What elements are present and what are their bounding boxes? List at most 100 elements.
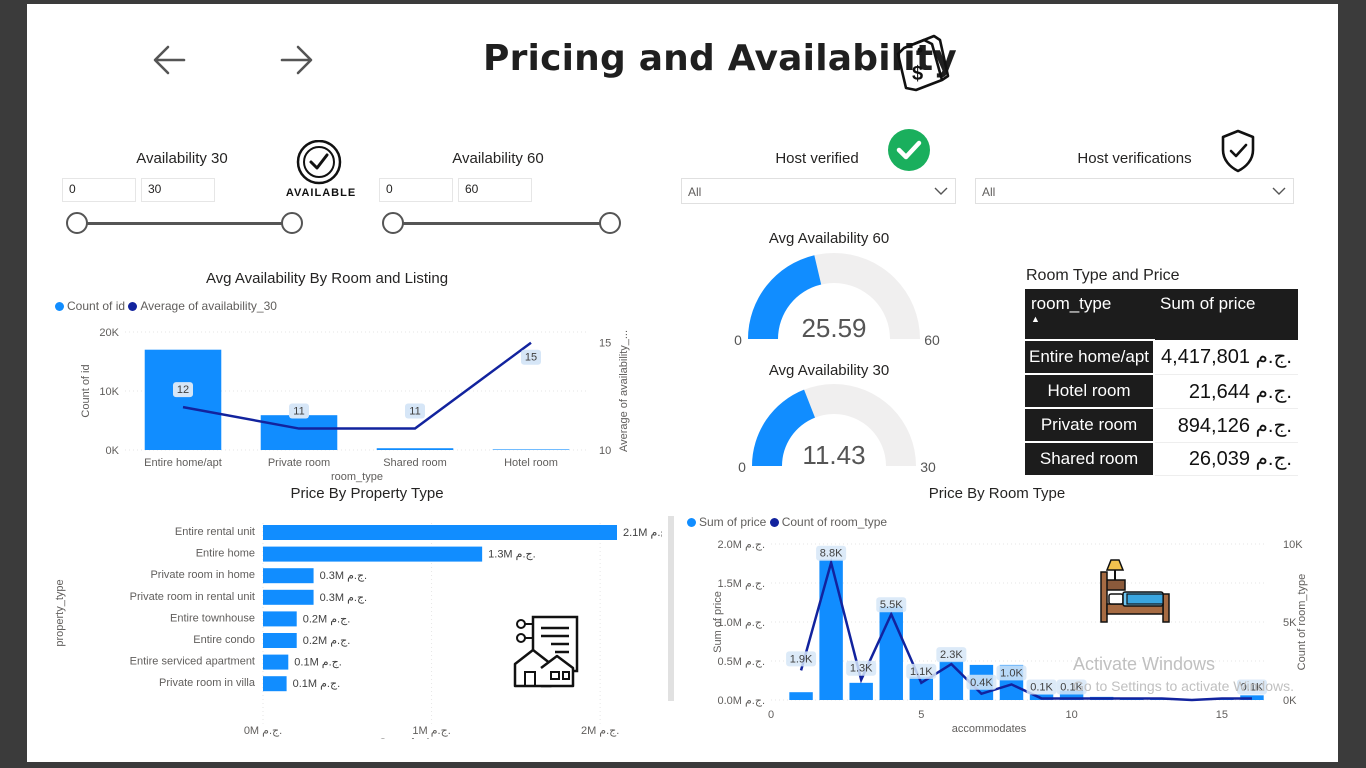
data-label: 0.1M ج.م. [293,678,341,690]
column-header-sum-of-price[interactable]: Sum of price [1154,289,1298,340]
data-label: 5.5K [880,599,903,611]
gauge-value: 25.59 [801,313,866,343]
y-tick-label: Private room in home [150,569,255,581]
bar-count-of-id [376,448,454,450]
availability-30-max-input[interactable]: 30 [141,178,215,202]
data-label: 2.1M ج.م. [623,527,662,539]
host-verified-dropdown[interactable]: All [681,178,956,204]
data-label-bg [521,349,541,365]
gauge-max: 60 [924,332,940,348]
cell-room-type: Hotel room [1025,373,1156,408]
y-tick-label: 1.0M ج.م. [717,617,765,629]
data-label: 1.3K [850,663,873,675]
gauge-avg-availability-60[interactable]: 25.59 0 60 [717,244,947,354]
x-tick-label: 10 [1065,709,1077,721]
chart-price-by-room-type[interactable]: 0.0M ج.م. 0.5M ج.م. 1.0M ج.م. 1.5M ج.م. 2.0M… [677,532,1317,742]
bar-sum-of-price [263,676,287,692]
data-label-bg [786,651,817,667]
x-axis-title: room_type [331,471,383,483]
host-verifications-dropdown[interactable]: All [975,178,1294,204]
host-verifications-label: Host verifications [1077,150,1192,167]
arrow-right-icon[interactable] [279,44,315,76]
legend-item-count-room[interactable]: Count of room_type [769,515,887,529]
bar-sum-of-price [939,661,964,700]
availability-60-min-input[interactable]: 0 [379,178,453,202]
bar-sum-of-price [263,568,314,584]
y-tick-label: Entire serviced apartment [130,656,255,668]
data-label-bg [816,545,847,561]
gauge-fill [752,389,816,466]
data-label: 1.0K [1000,667,1023,679]
availability-60-slider-track[interactable] [393,222,610,225]
room-type-price-table: room_type ▲ Sum of price Entire home/apt 4,4… [1025,289,1298,476]
bar-sum-of-price [819,559,843,700]
availability-30-slider-track[interactable] [77,222,292,225]
y-axis-title: property_type [54,579,66,646]
svg-text:$: $ [912,63,923,85]
chart-availability[interactable]: 0K 10K 20K 10 15 Entire home/apt Private room S… [47,314,647,486]
bar-sum-of-price [263,525,617,540]
room-table-title: Room Type and Price [1026,267,1180,284]
table-row[interactable]: Hotel room 21,644 ج.م. [1025,373,1298,409]
availability-30-max-handle[interactable] [281,212,303,234]
legend-item-count[interactable]: Count of id [55,299,125,313]
line-average-availability [182,341,532,430]
y-tick-label: Entire home [196,548,255,560]
arrow-left-icon[interactable] [151,44,187,76]
data-label-bg [936,647,967,663]
availability-30-min-handle[interactable] [66,212,88,234]
chart-scrollbar[interactable] [668,516,674,701]
x-tick-label: Private room [268,457,330,469]
data-label: 11 [293,406,304,418]
y-tick-label: 0K [106,445,120,457]
y-tick-label: 1.5M ج.م. [717,578,765,590]
host-verifications-value: All [982,185,996,199]
table-row[interactable]: Entire home/apt 4,417,801 ج.م. [1025,339,1298,375]
data-label-bg [1056,679,1087,695]
x-tick-label: Shared room [383,457,447,469]
y-axis-title: Count of id [80,364,92,417]
availability-60-max-input[interactable]: 60 [458,178,532,202]
x-axis-title: accommodates [952,723,1027,735]
data-label: 1.9K [790,653,813,665]
y2-tick-label: 15 [599,338,611,350]
bar-count-of-id [144,349,222,450]
legend-item-average[interactable]: Average of availability_30 [128,299,277,313]
chart-room-title: Price By Room Type [928,485,1066,502]
activate-windows-subtitle: Go to Settings to activate Windows. [1073,678,1294,694]
chart-price-by-property[interactable]: 0M ج.م. 1M ج.م. 2M ج.م. Entire rental unit 2… [47,509,662,739]
x-tick-label: 2M ج.م. [581,725,619,737]
cell-room-type: Entire home/apt [1025,339,1156,374]
column-header-room-type[interactable]: room_type ▲ [1025,289,1155,340]
room-table-grid: room_type ▲ Sum of price Entire home/apt 4,4… [1025,289,1298,476]
legend-item-sum-price[interactable]: Sum of price [687,515,766,529]
data-label: 0.2M ج.م. [303,635,351,647]
y-tick-label: Entire condo [193,634,255,646]
data-label: 12 [177,384,189,396]
y-axis-title: Sum of price [712,591,724,653]
line-count-of-room-type [799,557,1252,702]
chart-availability-title: Avg Availability By Room and Listing [205,270,449,287]
table-header-row: room_type ▲ Sum of price [1025,289,1298,340]
bar-count-of-id [260,415,338,450]
x-tick-label: 0M ج.م. [244,725,282,737]
data-label-bg [1026,679,1057,695]
x-tick-label: 1M ج.م. [412,725,450,737]
gauge-min: 0 [734,332,742,348]
gauge-min: 0 [738,459,746,475]
sort-ascending-icon[interactable]: ▲ [1031,314,1040,324]
data-label-bg [906,663,937,679]
availability-60-max-handle[interactable] [599,212,621,234]
cell-sum-of-price: 21,644 ج.م. [1154,374,1298,409]
availability-60-min-handle[interactable] [382,212,404,234]
data-label: 1.1K [910,666,933,678]
x-tick-label: Entire home/apt [144,457,222,469]
gauge-avg-availability-30[interactable]: 11.43 0 30 [724,376,938,480]
y-tick-label: Entire townhouse [170,612,255,624]
table-row[interactable]: Private room 894,126 ج.م. [1025,407,1298,443]
bar-sum-of-price [263,654,289,670]
y2-tick-label: 10 [599,445,611,457]
table-row[interactable]: Shared room 26,039 ج.م. [1025,441,1298,476]
availability-30-min-input[interactable]: 0 [62,178,136,202]
chart-availability-legend: Count of id Average of availability_30 [55,299,277,313]
